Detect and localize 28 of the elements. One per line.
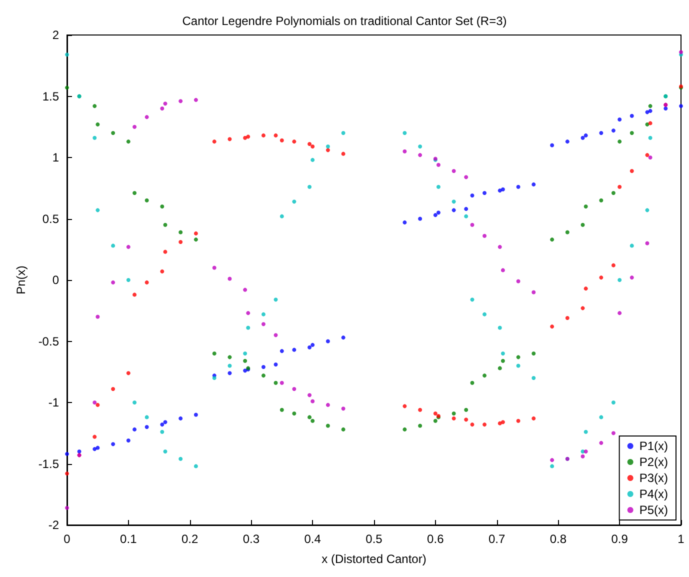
x-tick-label: 0.1 xyxy=(120,532,138,546)
y-tick-label: 1 xyxy=(52,150,60,164)
x-tick-label: 0 xyxy=(64,532,71,546)
x-axis-title: x (Distorted Cantor) xyxy=(322,552,426,566)
legend-label: P1(x) xyxy=(639,439,668,453)
x-tick-label: 0.3 xyxy=(242,532,260,546)
y-tick-label: -1 xyxy=(48,396,60,410)
y-tick-label: 0.5 xyxy=(42,212,60,226)
x-tick-label: 0.4 xyxy=(304,532,322,546)
x-tick-label: 0.5 xyxy=(366,532,383,546)
legend-label: P5(x) xyxy=(639,503,668,517)
x-tick-label: 0.7 xyxy=(488,532,506,546)
legend-label: P3(x) xyxy=(639,471,668,485)
x-tick-label: 0.6 xyxy=(427,532,444,546)
y-axis-title: Pn(x) xyxy=(14,266,28,294)
y-tick-label: 0 xyxy=(52,273,60,287)
y-tick-label: 2 xyxy=(52,28,60,42)
x-tick-label: 1 xyxy=(678,532,685,546)
x-tick-label: 0.8 xyxy=(550,532,567,546)
y-tick-label: -2 xyxy=(48,518,60,532)
y-tick-label: 1.5 xyxy=(42,89,60,104)
y-tick-label: -1.5 xyxy=(38,456,60,471)
legend-label: P4(x) xyxy=(639,487,668,501)
y-tick-label: -0.5 xyxy=(38,334,60,348)
x-tick-label: 0.2 xyxy=(181,532,198,546)
legend-label: P2(x) xyxy=(639,455,668,469)
chart-title: Cantor Legendre Polynomials on traditional Cantor Set (R=3) xyxy=(182,14,507,28)
x-tick-label: 0.9 xyxy=(611,532,628,546)
